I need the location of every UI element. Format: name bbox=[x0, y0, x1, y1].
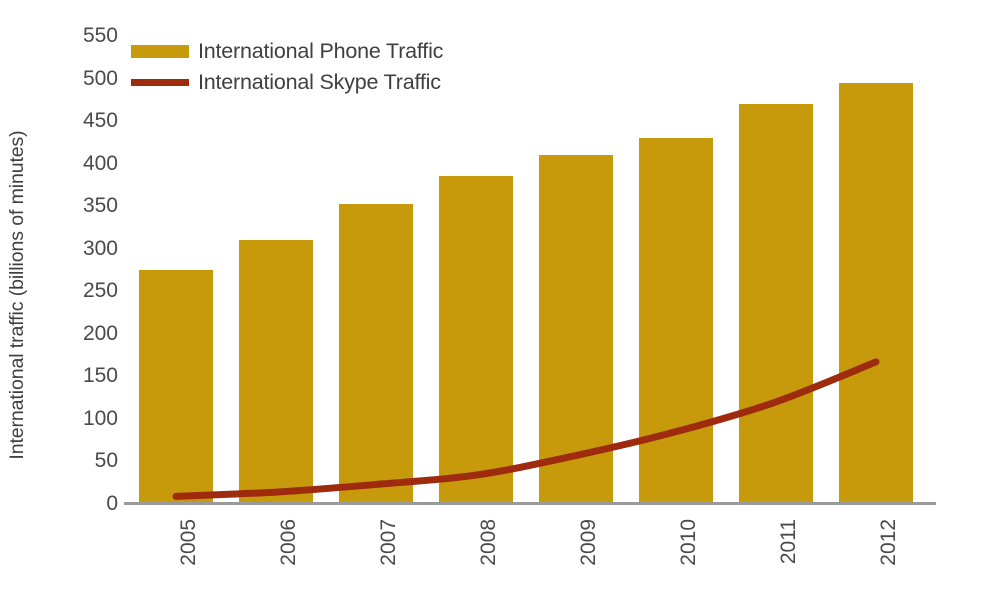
x-axis-tick-2012: 2012 bbox=[877, 519, 900, 566]
x-axis-tick-2010: 2010 bbox=[677, 519, 700, 566]
legend-item-label: International Skype Traffic bbox=[198, 70, 441, 94]
bar-2008 bbox=[439, 176, 513, 504]
plot-area bbox=[126, 36, 926, 504]
y-axis-tick-250: 250 bbox=[82, 279, 118, 303]
y-axis-tick-400: 400 bbox=[82, 151, 118, 175]
y-axis-tick-150: 150 bbox=[82, 364, 118, 388]
bar-2011 bbox=[739, 104, 813, 504]
y-axis-tick-450: 450 bbox=[82, 109, 118, 133]
legend-item-1[interactable]: International Phone Traffic bbox=[131, 36, 561, 67]
y-axis-tick-300: 300 bbox=[82, 236, 118, 260]
legend-swatch-icon bbox=[131, 45, 189, 58]
y-axis-tick-labels: 0 50 100 150 200 250 300 350 400 450 500 550 bbox=[40, 0, 118, 590]
bar-2012 bbox=[839, 82, 913, 504]
bar-2005 bbox=[139, 270, 213, 504]
chart-legend: International Phone Traffic International… bbox=[131, 36, 561, 98]
legend-item-2[interactable]: International Skype Traffic bbox=[131, 67, 561, 98]
bar-2007 bbox=[339, 203, 413, 504]
y-axis-tick-200: 200 bbox=[82, 321, 118, 345]
y-axis-tick-500: 500 bbox=[82, 66, 118, 90]
legend-item-label: International Phone Traffic bbox=[198, 39, 444, 63]
legend-swatch-icon bbox=[131, 79, 189, 86]
y-axis-tick-50: 50 bbox=[94, 449, 118, 473]
y-axis-tick-100: 100 bbox=[82, 406, 118, 430]
bar-2010 bbox=[639, 138, 713, 504]
x-axis-tick-2005: 2005 bbox=[177, 519, 200, 566]
bar-2009 bbox=[539, 155, 613, 504]
y-axis-tick-350: 350 bbox=[82, 194, 118, 218]
bar-2006 bbox=[239, 240, 313, 504]
y-axis-tick-0: 0 bbox=[106, 492, 118, 515]
x-axis-tick-2011: 2011 bbox=[777, 519, 800, 565]
x-axis-line bbox=[124, 502, 936, 505]
x-axis-tick-2009: 2009 bbox=[577, 519, 600, 566]
x-axis-tick-2006: 2006 bbox=[277, 519, 300, 566]
x-axis-tick-2007: 2007 bbox=[377, 519, 400, 566]
x-axis-tick-2008: 2008 bbox=[477, 519, 500, 566]
y-axis-title: International traffic (billions of minut… bbox=[5, 130, 28, 460]
y-axis-tick-550: 550 bbox=[82, 24, 118, 47]
x-axis-tick-labels: 2005 2006 2007 2008 2009 2010 2011 2012 bbox=[126, 506, 926, 590]
